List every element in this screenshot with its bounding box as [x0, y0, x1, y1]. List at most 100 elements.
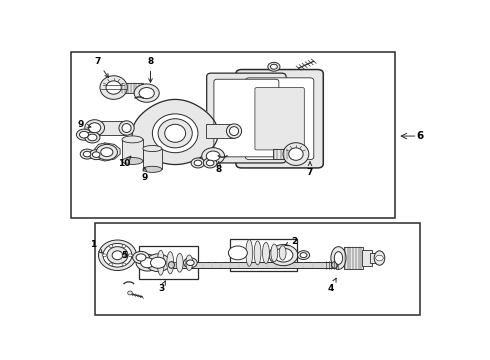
FancyBboxPatch shape [214, 79, 279, 157]
Ellipse shape [85, 132, 100, 143]
Text: 9: 9 [78, 121, 91, 130]
Ellipse shape [300, 253, 307, 258]
Ellipse shape [150, 257, 166, 268]
Ellipse shape [229, 127, 239, 135]
Ellipse shape [268, 62, 280, 71]
Ellipse shape [374, 251, 385, 265]
Ellipse shape [194, 160, 202, 166]
Ellipse shape [186, 255, 193, 270]
Text: 8: 8 [147, 57, 154, 82]
Ellipse shape [169, 262, 174, 268]
Polygon shape [94, 143, 120, 161]
Circle shape [122, 263, 126, 266]
Ellipse shape [89, 150, 103, 159]
Text: 6: 6 [416, 131, 424, 141]
FancyBboxPatch shape [207, 73, 286, 163]
Bar [139, 246, 198, 279]
Bar [71, 51, 395, 218]
Circle shape [109, 263, 113, 266]
Text: 1: 1 [90, 240, 102, 253]
Circle shape [109, 245, 113, 248]
Ellipse shape [228, 246, 247, 260]
Bar [273, 149, 296, 159]
Ellipse shape [184, 258, 197, 268]
Text: 3: 3 [159, 281, 165, 293]
Ellipse shape [331, 247, 346, 269]
Ellipse shape [283, 143, 309, 166]
Ellipse shape [136, 255, 159, 271]
Ellipse shape [152, 114, 198, 153]
Ellipse shape [203, 158, 217, 168]
Ellipse shape [157, 250, 164, 275]
Ellipse shape [269, 244, 298, 266]
Ellipse shape [158, 119, 192, 148]
Ellipse shape [146, 254, 170, 271]
Ellipse shape [206, 151, 220, 161]
Ellipse shape [141, 258, 154, 268]
Ellipse shape [122, 158, 143, 165]
Bar [121, 82, 143, 93]
Ellipse shape [79, 131, 89, 138]
Ellipse shape [80, 149, 94, 159]
Bar [206, 124, 234, 138]
Text: 8: 8 [216, 162, 222, 174]
Ellipse shape [191, 158, 205, 168]
Bar [172, 262, 335, 268]
Ellipse shape [122, 123, 131, 132]
Ellipse shape [122, 136, 143, 143]
Circle shape [376, 255, 383, 261]
Ellipse shape [187, 260, 194, 266]
Text: 9: 9 [142, 167, 148, 182]
Ellipse shape [128, 291, 132, 295]
Bar [96, 223, 420, 315]
Ellipse shape [202, 148, 224, 164]
Ellipse shape [143, 166, 162, 172]
Text: 5: 5 [121, 251, 127, 260]
Circle shape [122, 245, 126, 248]
Ellipse shape [206, 160, 214, 166]
Ellipse shape [263, 242, 270, 264]
Ellipse shape [103, 243, 132, 267]
Polygon shape [132, 99, 218, 165]
Circle shape [128, 254, 132, 257]
Ellipse shape [83, 151, 91, 157]
Text: 7: 7 [307, 162, 313, 177]
Text: 2: 2 [285, 237, 298, 246]
Ellipse shape [297, 251, 310, 260]
Ellipse shape [134, 84, 159, 102]
Ellipse shape [98, 240, 136, 270]
Ellipse shape [246, 240, 253, 266]
Ellipse shape [93, 152, 100, 157]
Bar [230, 239, 297, 271]
Ellipse shape [76, 129, 92, 140]
Bar [362, 250, 371, 266]
Ellipse shape [112, 251, 123, 260]
Text: 10: 10 [118, 156, 131, 168]
Ellipse shape [100, 76, 127, 99]
Ellipse shape [101, 148, 113, 157]
Bar [344, 247, 363, 269]
Ellipse shape [106, 81, 121, 94]
Ellipse shape [167, 252, 173, 274]
Ellipse shape [279, 246, 286, 260]
Ellipse shape [289, 148, 303, 160]
Ellipse shape [85, 120, 104, 136]
Ellipse shape [274, 248, 293, 262]
Ellipse shape [176, 253, 183, 272]
Ellipse shape [334, 252, 343, 264]
Bar [370, 253, 377, 263]
FancyBboxPatch shape [236, 69, 323, 168]
FancyBboxPatch shape [245, 78, 314, 159]
Ellipse shape [165, 124, 186, 142]
Ellipse shape [133, 251, 149, 264]
Circle shape [102, 254, 106, 257]
Ellipse shape [332, 262, 338, 268]
Ellipse shape [119, 121, 134, 135]
Bar [94, 121, 126, 135]
Ellipse shape [254, 241, 261, 265]
Ellipse shape [271, 244, 278, 262]
Ellipse shape [139, 87, 154, 99]
Text: 7: 7 [94, 57, 108, 77]
Ellipse shape [270, 64, 277, 69]
Ellipse shape [143, 145, 162, 152]
